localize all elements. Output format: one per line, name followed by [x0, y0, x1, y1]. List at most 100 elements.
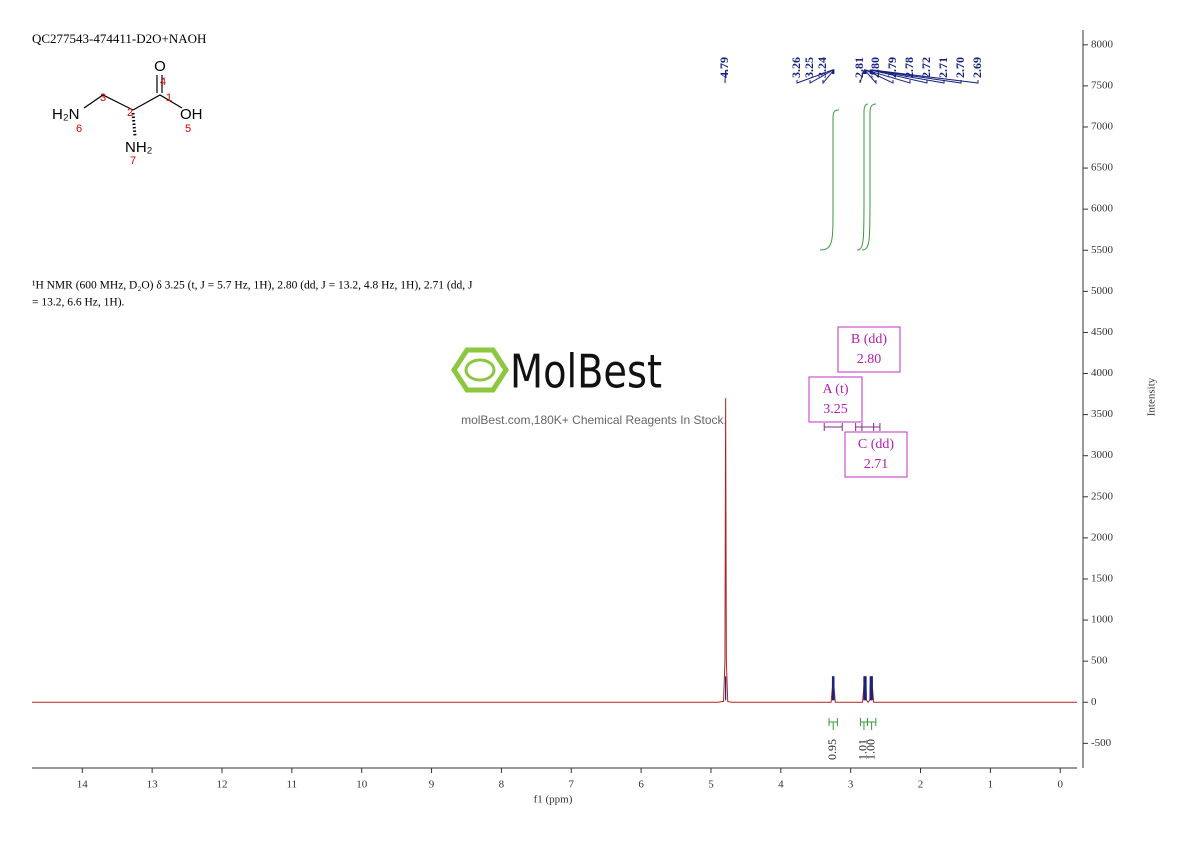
- atom-number: 5: [185, 123, 191, 135]
- x-tick-label: 8: [499, 779, 505, 791]
- x-tick-label: 14: [77, 779, 89, 791]
- peak-label: 2.72: [919, 57, 933, 78]
- y-tick-label: 2500: [1091, 490, 1114, 502]
- atom: NH₂: [125, 139, 153, 156]
- multiplet-shift: 2.71: [864, 457, 889, 472]
- peak-label: 2.81: [852, 57, 866, 78]
- watermark-tagline: molBest.com,180K+ Chemical Reagents In S…: [461, 413, 727, 427]
- peak-label: 2.70: [953, 57, 967, 78]
- multiplet-name: C (dd): [858, 437, 895, 452]
- atom-number: 6: [76, 123, 82, 135]
- y-tick-label: 7000: [1091, 121, 1114, 133]
- y-tick-label: 500: [1091, 655, 1108, 667]
- peak-connector: [822, 68, 835, 85]
- atom-number: 7: [130, 155, 136, 167]
- x-tick-label: 2: [918, 779, 924, 791]
- x-tick-label: 1: [988, 779, 994, 791]
- peak-label: 4.79: [717, 57, 731, 78]
- x-tick-label: 5: [708, 779, 714, 791]
- peak-label: 3.24: [815, 57, 829, 78]
- y-tick-label: 1000: [1091, 614, 1114, 626]
- spectrum-line: [32, 398, 1077, 704]
- x-tick-label: 9: [429, 779, 435, 791]
- x-tick-label: 11: [287, 779, 298, 791]
- peak-connector: [864, 69, 894, 84]
- multiplet-range: [823, 423, 843, 431]
- peak-connector: [865, 69, 911, 84]
- y-tick-label: 3500: [1091, 408, 1114, 420]
- x-tick-label: 0: [1057, 779, 1063, 791]
- integral-curve: [856, 103, 869, 251]
- y-tick-label: 3000: [1091, 449, 1114, 461]
- structure: [83, 75, 183, 137]
- y-tick-label: 4500: [1091, 326, 1114, 338]
- atom-number: 1: [166, 92, 172, 104]
- multiplet-shift: 2.80: [857, 352, 882, 367]
- integral-label: 1.01: [856, 739, 870, 760]
- y-tick-label: 2000: [1091, 531, 1114, 543]
- logo-hexagon: [451, 347, 509, 393]
- x-tick-label: 13: [147, 779, 159, 791]
- atom-number: 3: [100, 92, 106, 104]
- description: ¹H NMR (600 MHz, D₂O) δ 3.25 (t, J = 5.7…: [32, 280, 473, 292]
- peak-connector: [859, 69, 865, 84]
- y-tick-label: -500: [1091, 737, 1112, 749]
- description: = 13.2, 6.6 Hz, 1H).: [32, 297, 125, 309]
- peak-label: 3.26: [789, 57, 803, 78]
- atom: OH: [180, 106, 203, 123]
- peak-connector: [809, 69, 834, 84]
- atom-number: 4: [160, 76, 166, 88]
- y-tick-label: 6500: [1091, 162, 1114, 174]
- peak-label: 2.78: [902, 57, 916, 78]
- x-tick-label: 3: [848, 779, 854, 791]
- multiplet-name: A (t): [822, 382, 848, 397]
- atom: H₂N: [52, 106, 80, 123]
- bond: [83, 94, 183, 111]
- multiplet-shift: 3.25: [823, 402, 848, 417]
- peak-connector: [871, 69, 962, 84]
- logo: [451, 347, 509, 393]
- bond: [131, 112, 137, 137]
- peak-label: 2.71: [936, 57, 950, 78]
- integral-curves: [819, 103, 877, 251]
- chart-title: QC277543-474411-D2O+NAOH: [32, 31, 206, 46]
- x-tick-label: 4: [778, 779, 784, 791]
- integral-bracket: [866, 718, 877, 730]
- x-tick-label: 10: [356, 779, 368, 791]
- peak-label: 3.25: [802, 57, 816, 78]
- y-tick-label: 5000: [1091, 285, 1114, 297]
- atom-number: 2: [127, 107, 133, 119]
- integral-label: 1.00: [863, 739, 877, 760]
- multiplet-name: B (dd): [851, 332, 888, 347]
- peak-connector: [870, 69, 945, 84]
- integral-bracket: [828, 718, 838, 730]
- peak-connector: [864, 68, 877, 85]
- y-tick-label: 1500: [1091, 573, 1114, 585]
- peak-label: 2.69: [970, 57, 984, 78]
- multiplet-box: [808, 376, 863, 423]
- peak-connector: [724, 69, 727, 84]
- integral-label: 0.95: [825, 739, 839, 760]
- y-tick-label: 7500: [1091, 79, 1114, 91]
- integral-curve: [861, 103, 877, 251]
- integral-curve: [819, 109, 840, 251]
- peak-connector: [869, 69, 928, 84]
- y-tick-label: 0: [1091, 696, 1097, 708]
- y-tick-label: 6000: [1091, 203, 1114, 215]
- y-tick-label: 8000: [1091, 38, 1114, 50]
- x-tick-label: 7: [569, 779, 575, 791]
- peak-connector: [871, 69, 979, 84]
- multiplet-box: [844, 431, 908, 478]
- y-axis-label: Intensity: [1146, 377, 1158, 416]
- watermark-brand: MolBest: [510, 345, 662, 399]
- multiplet-range: [861, 423, 881, 431]
- x-tick-label: 6: [638, 779, 644, 791]
- logo-ring: [464, 358, 496, 382]
- x-axis-label: f1 (ppm): [534, 794, 573, 806]
- y-tick-label: 4000: [1091, 367, 1114, 379]
- y-tick-label: 5500: [1091, 244, 1114, 256]
- integral-bracket: [859, 718, 868, 730]
- atom: O: [154, 58, 166, 75]
- x-tick-label: 12: [217, 779, 228, 791]
